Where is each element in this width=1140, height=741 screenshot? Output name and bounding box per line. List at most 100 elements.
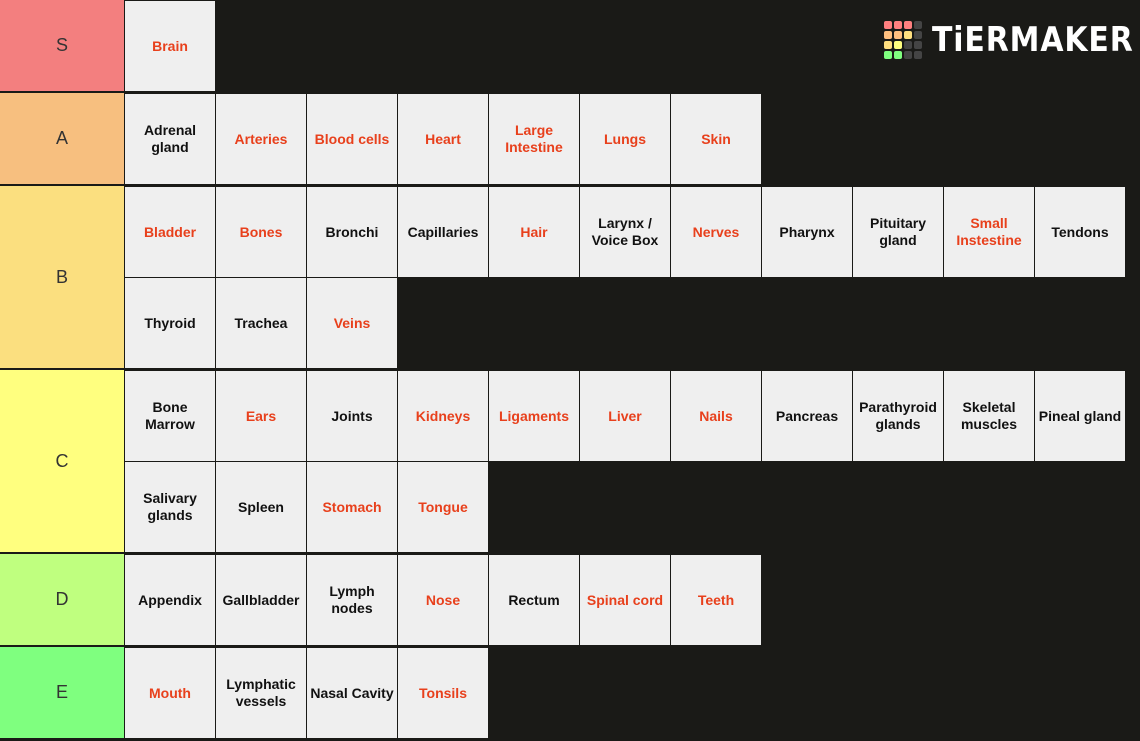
tier-item[interactable]: Kidneys	[398, 371, 488, 461]
tier-item[interactable]: Blood cells	[307, 94, 397, 184]
tier-item[interactable]: Lymphatic vessels	[216, 648, 306, 738]
tier-item[interactable]: Nerves	[671, 187, 761, 277]
tier-item[interactable]: Hair	[489, 187, 579, 277]
tier-item-label: Nose	[425, 591, 461, 608]
tier-item-label: Skeletal muscles	[960, 399, 1018, 432]
tier-item[interactable]: Spinal cord	[580, 555, 670, 645]
tier-label-text: D	[55, 589, 69, 609]
tier-item-label: Lymphatic vessels	[226, 676, 296, 709]
tier-item[interactable]: Small Instestine	[944, 187, 1034, 277]
tier-item[interactable]: Nose	[398, 555, 488, 645]
logo-square	[914, 21, 922, 29]
tier-item[interactable]: Trachea	[216, 278, 306, 368]
tier-item[interactable]: Tonsils	[398, 648, 488, 738]
tier-item[interactable]: Brain	[125, 1, 215, 91]
tier-item[interactable]: Adrenal gland	[125, 94, 215, 184]
tier-item[interactable]: Salivary glands	[125, 462, 215, 552]
tier-item[interactable]: Pharynx	[762, 187, 852, 277]
tier-item[interactable]: Veins	[307, 278, 397, 368]
tier-item[interactable]: Lungs	[580, 94, 670, 184]
tier-item[interactable]: Bones	[216, 187, 306, 277]
tier-item[interactable]: Parathyroid glands	[853, 371, 943, 461]
tier-item[interactable]: Pituitary gland	[853, 187, 943, 277]
tier-item[interactable]: Lymph nodes	[307, 555, 397, 645]
tier-item-label: Bone Marrow	[145, 399, 195, 432]
tier-label-a[interactable]: A	[0, 93, 124, 184]
tier-item[interactable]: Heart	[398, 94, 488, 184]
tier-item[interactable]: Pancreas	[762, 371, 852, 461]
logo-square	[904, 31, 912, 39]
tier-item[interactable]: Skin	[671, 94, 761, 184]
tier-item[interactable]: Nails	[671, 371, 761, 461]
tier-item[interactable]: Bone Marrow	[125, 371, 215, 461]
tier-item-label: Lungs	[604, 130, 646, 147]
logo-square	[884, 31, 892, 39]
tier-item[interactable]: Larynx / Voice Box	[580, 187, 670, 277]
tier-row-b: B Bladder Bones Bronchi Capillaries Hair Laryn…	[0, 186, 1140, 368]
tier-item[interactable]: Teeth	[671, 555, 761, 645]
tier-item-label: Mouth	[149, 684, 191, 701]
tier-item-label: Tongue	[418, 498, 468, 515]
tier-item-label: Rectum	[508, 591, 560, 608]
tier-item[interactable]: Tendons	[1035, 187, 1125, 277]
tier-label-text: C	[55, 450, 69, 471]
logo-square	[894, 41, 902, 49]
tier-item-label: Arteries	[234, 130, 288, 147]
tier-item-label: Veins	[333, 314, 371, 331]
logo-square	[914, 41, 922, 49]
tier-item[interactable]: Joints	[307, 371, 397, 461]
tier-item-label: Liver	[608, 407, 642, 424]
tier-item-label: Pituitary gland	[869, 215, 926, 248]
tier-item[interactable]: Rectum	[489, 555, 579, 645]
tier-item-label: Spleen	[238, 498, 284, 515]
tier-item-label: Bladder	[143, 223, 197, 240]
logo-square	[894, 51, 902, 59]
tier-label-text: E	[55, 682, 68, 702]
tier-item-label: Tonsils	[419, 684, 467, 701]
logo-square	[884, 21, 892, 29]
tier-item[interactable]: Large Intestine	[489, 94, 579, 184]
tier-item[interactable]: Bladder	[125, 187, 215, 277]
tiermaker-logo[interactable]: TiERMAKER	[884, 20, 1133, 61]
tier-item[interactable]: Liver	[580, 371, 670, 461]
tier-item-label: Pancreas	[775, 407, 839, 424]
tier-item[interactable]: Mouth	[125, 648, 215, 738]
tier-item[interactable]: Appendix	[125, 555, 215, 645]
tier-label-e[interactable]: E	[0, 647, 124, 738]
tier-item[interactable]: Nasal Cavity	[307, 648, 397, 738]
logo-square	[904, 21, 912, 29]
tier-item-label: Stomach	[322, 498, 382, 515]
tier-item[interactable]: Bronchi	[307, 187, 397, 277]
logo-square	[914, 31, 922, 39]
logo-square	[904, 51, 912, 59]
tier-item-label: Joints	[331, 407, 373, 424]
tier-row-s: S Brain	[0, 0, 1140, 91]
tiermaker-grid-icon	[884, 21, 926, 61]
tier-item-label: Bronchi	[325, 223, 379, 240]
tier-item[interactable]: Gallbladder	[216, 555, 306, 645]
tier-item[interactable]: Capillaries	[398, 187, 488, 277]
tier-item-label: Brain	[152, 37, 188, 54]
tier-item[interactable]: Arteries	[216, 94, 306, 184]
tier-item[interactable]: Pineal gland	[1035, 371, 1125, 461]
tier-label-d[interactable]: D	[0, 554, 124, 645]
tier-label-s[interactable]: S	[0, 0, 124, 91]
tier-item-label: Nasal Cavity	[310, 684, 394, 701]
tier-row-d: D Appendix Gallbladder Lymph nodes Nose Rectu…	[0, 554, 1140, 645]
tier-item[interactable]: Thyroid	[125, 278, 215, 368]
logo-square	[884, 51, 892, 59]
tier-item[interactable]: Ears	[216, 371, 306, 461]
tier-row-c: C Bone Marrow Ears Joints Kidneys Ligaments Li…	[0, 370, 1140, 552]
tier-item-label: Parathyroid glands	[859, 399, 937, 432]
logo-square	[894, 31, 902, 39]
tier-item[interactable]: Spleen	[216, 462, 306, 552]
tier-item[interactable]: Tongue	[398, 462, 488, 552]
tier-item[interactable]: Stomach	[307, 462, 397, 552]
tier-item-label: Tendons	[1051, 223, 1109, 240]
tier-label-c[interactable]: C	[0, 370, 124, 552]
tier-item[interactable]: Ligaments	[489, 371, 579, 461]
tier-item-label: Blood cells	[314, 130, 390, 147]
tier-item[interactable]: Skeletal muscles	[944, 371, 1034, 461]
tier-label-b[interactable]: B	[0, 186, 124, 368]
